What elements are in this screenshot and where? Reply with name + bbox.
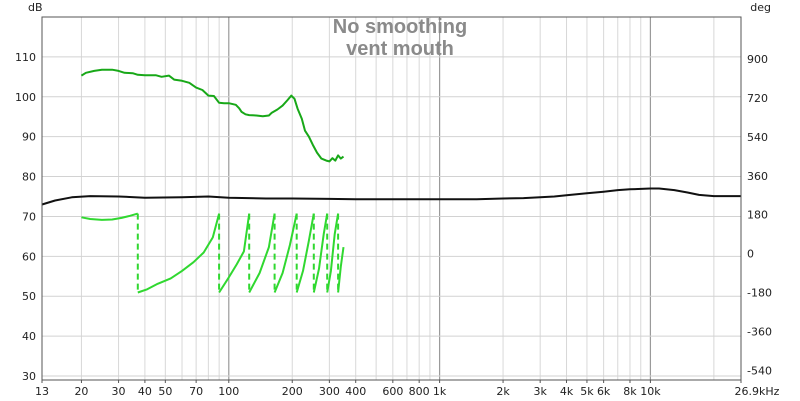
x-tick-label: 8k: [623, 385, 637, 398]
phase-segment: [326, 213, 340, 293]
right-axis-tick-labels: -540 -360 -180 0 180 360 540 720 900: [747, 53, 772, 377]
reference-line: [41, 187, 741, 206]
phase-segment: [137, 213, 221, 294]
x-tick-label: 13: [35, 385, 49, 398]
x-tick-label: 600: [382, 385, 403, 398]
right-axis-tick-label: 540: [747, 131, 768, 144]
x-tick-label: 800: [409, 385, 430, 398]
x-tick-label: 1k: [433, 385, 447, 398]
left-axis-tick-label: 60: [22, 250, 36, 263]
left-axis-tick-label: 90: [22, 131, 36, 144]
left-axis-unit-label: dB: [28, 1, 43, 14]
left-axis-tick-labels: 30 40 50 60 70 80 90 100 110: [15, 51, 36, 383]
spl-line: [80, 68, 345, 163]
chart-subtitle: vent mouth: [346, 38, 454, 60]
x-tick-label: 400: [345, 385, 366, 398]
right-axis-unit-label: deg: [750, 1, 771, 14]
x-axis-tick-labels: 13 20 30 40 50 70 100 200 300 400 600 800 1k 2k 3k 4k 5k…: [35, 380, 780, 398]
phase-segment: [81, 212, 139, 221]
left-axis-tick-label: 110: [15, 51, 36, 64]
x-tick-label: 10k: [640, 385, 661, 398]
left-axis-tick-label: 80: [22, 171, 36, 184]
x-tick-label: 5k: [580, 385, 594, 398]
right-axis-tick-label: 360: [747, 170, 768, 183]
right-axis-tick-label: -180: [747, 286, 772, 299]
plot-frame: [41, 16, 742, 381]
x-tick-label: 50: [158, 385, 172, 398]
phase-segment: [218, 213, 251, 294]
x-tick-label: 30: [112, 385, 126, 398]
left-axis-tick-label: 40: [22, 330, 36, 343]
left-axis-tick-label: 100: [15, 91, 36, 104]
x-tick-label: 300: [319, 385, 340, 398]
x-tick-label: 100: [218, 385, 239, 398]
phase-segment: [312, 213, 329, 293]
x-tick-label: 200: [282, 385, 303, 398]
right-axis-tick-label: -360: [747, 325, 772, 338]
phase-segment: [295, 213, 315, 293]
x-tick-label: 4k: [560, 385, 574, 398]
x-tick-label: 26.9kHz: [735, 385, 780, 398]
x-tick-label: 70: [189, 385, 203, 398]
right-axis-tick-label: 0: [747, 248, 754, 261]
x-tick-label: 6k: [597, 385, 611, 398]
left-axis-tick-label: 30: [22, 370, 36, 383]
x-tick-label: 20: [74, 385, 88, 398]
phase-segment: [248, 213, 276, 293]
left-axis-tick-label: 50: [22, 290, 36, 303]
right-axis-tick-label: 900: [747, 53, 768, 66]
series-layer: [41, 68, 741, 294]
x-tick-label: 2k: [496, 385, 510, 398]
phase-segment: [273, 213, 298, 293]
right-axis-tick-label: 720: [747, 92, 768, 105]
x-tick-label: 40: [138, 385, 152, 398]
chart-title: No smoothing: [333, 16, 467, 38]
right-axis-tick-label: 180: [747, 209, 768, 222]
left-axis-tick-label: 70: [22, 210, 36, 223]
x-tick-label: 3k: [533, 385, 547, 398]
right-axis-tick-label: -540: [747, 364, 772, 377]
